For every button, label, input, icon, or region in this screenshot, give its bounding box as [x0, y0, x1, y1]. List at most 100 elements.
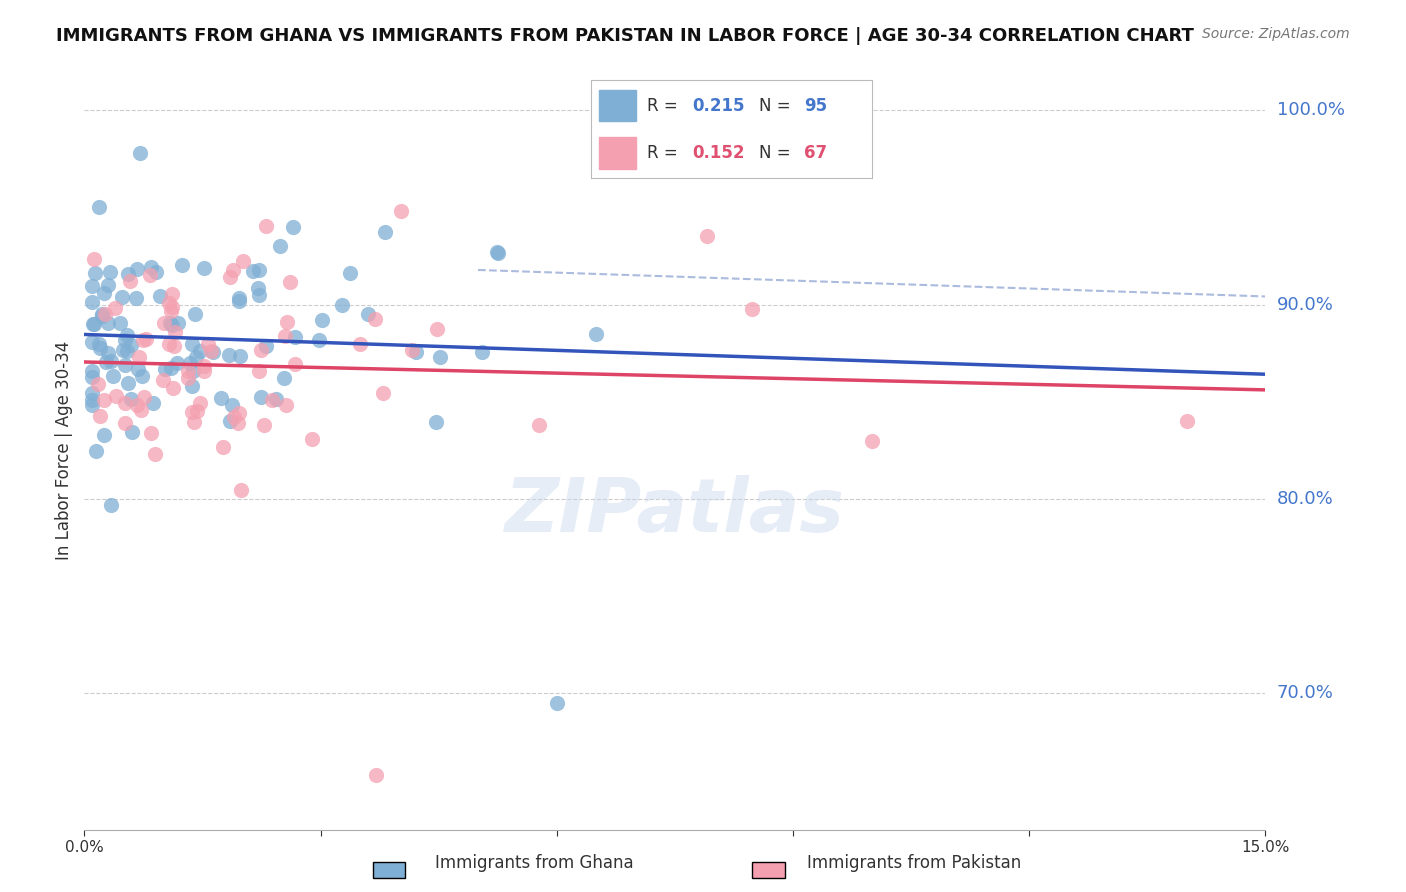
Point [93, 307, 115, 321]
Point [100, 498, 122, 512]
Point [118, 273, 141, 287]
Point [160, 360, 183, 375]
Point [269, 239, 291, 253]
Point [84, 266, 107, 280]
Point [82, 295, 104, 310]
Text: Source: ZipAtlas.com: Source: ZipAtlas.com [1202, 27, 1350, 41]
Point [193, 261, 215, 276]
Point [228, 406, 250, 420]
Point [426, 322, 449, 336]
Point [112, 343, 135, 357]
Point [209, 391, 232, 405]
Point [177, 364, 200, 378]
Point [131, 402, 153, 417]
Point [197, 337, 219, 351]
Point [165, 325, 187, 339]
Point [281, 220, 304, 235]
Point [97, 317, 120, 331]
Point [127, 398, 149, 412]
Point [254, 339, 277, 353]
Point [188, 396, 211, 410]
Point [153, 362, 176, 376]
Point [183, 416, 205, 430]
Point [96, 355, 118, 369]
Point [89, 341, 111, 355]
Point [218, 348, 240, 362]
Point [86, 443, 108, 458]
Point [247, 287, 270, 301]
Text: 0.152: 0.152 [692, 144, 744, 161]
Point [228, 416, 250, 430]
Point [181, 364, 204, 378]
Point [87, 376, 110, 391]
Point [93, 392, 115, 407]
Point [141, 260, 163, 274]
Point [264, 392, 287, 406]
Point [229, 349, 252, 363]
Point [349, 337, 371, 351]
Point [273, 371, 295, 385]
Text: IMMIGRANTS FROM GHANA VS IMMIGRANTS FROM PAKISTAN IN LABOR FORCE | AGE 30-34 COR: IMMIGRANTS FROM GHANA VS IMMIGRANTS FROM… [56, 27, 1194, 45]
Point [184, 351, 207, 365]
Point [585, 327, 607, 342]
Point [429, 351, 451, 365]
Point [160, 287, 183, 301]
Point [104, 301, 127, 315]
Point [93, 285, 115, 300]
Point [284, 330, 307, 344]
Text: 67: 67 [804, 144, 827, 161]
Point [117, 376, 139, 390]
Text: 0.215: 0.215 [692, 97, 744, 115]
Point [364, 768, 387, 782]
Point [89, 409, 111, 424]
Point [193, 364, 215, 378]
Text: 90.0%: 90.0% [1277, 295, 1333, 314]
Text: 80.0%: 80.0% [1277, 490, 1333, 508]
Point [114, 396, 136, 410]
Point [157, 296, 180, 310]
Point [101, 369, 124, 384]
Text: Immigrants from Pakistan: Immigrants from Pakistan [807, 855, 1021, 872]
Text: R =: R = [647, 144, 683, 161]
Point [117, 268, 139, 282]
Point [157, 337, 180, 351]
Point [139, 425, 162, 440]
Point [546, 696, 568, 710]
Point [132, 334, 155, 348]
Point [200, 344, 222, 359]
Point [111, 290, 134, 304]
Point [364, 312, 387, 326]
Point [181, 336, 204, 351]
Point [120, 392, 142, 406]
Point [127, 362, 149, 376]
Point [276, 315, 298, 329]
Point [121, 425, 143, 439]
Point [162, 381, 184, 395]
Bar [599, 90, 636, 121]
Point [87, 200, 110, 214]
Point [186, 403, 208, 417]
Point [142, 396, 165, 410]
Point [262, 392, 284, 407]
Point [152, 373, 174, 387]
Point [527, 418, 550, 433]
Point [374, 225, 396, 239]
Point [371, 386, 394, 401]
Point [218, 414, 240, 428]
Point [117, 343, 139, 358]
Point [179, 356, 201, 370]
Point [201, 345, 224, 359]
Point [105, 389, 128, 403]
Point [114, 333, 136, 347]
Text: Immigrants from Ghana: Immigrants from Ghana [434, 855, 634, 872]
Point [301, 432, 323, 446]
Point [247, 364, 270, 378]
Point [128, 146, 150, 161]
Point [273, 329, 295, 343]
Point [139, 268, 162, 282]
Point [221, 398, 243, 412]
Point [134, 390, 156, 404]
Point [114, 416, 136, 430]
Point [193, 359, 215, 373]
Point [100, 354, 122, 368]
